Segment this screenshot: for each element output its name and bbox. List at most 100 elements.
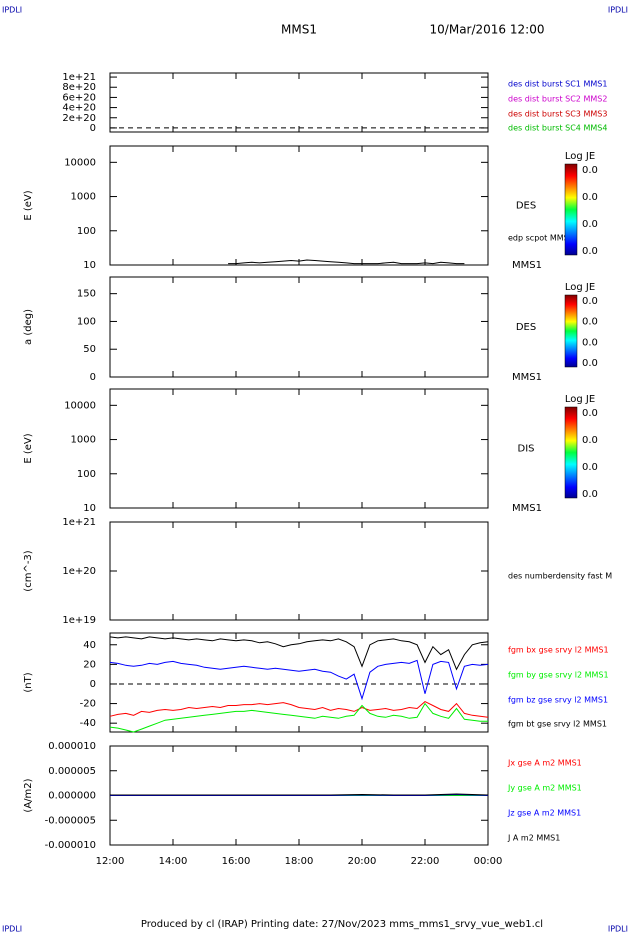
corner-label: IPDLI: [2, 6, 22, 15]
data-line: [110, 793, 489, 796]
data-line: [109, 701, 489, 718]
colorbar-tick-label: 0.0: [582, 358, 598, 369]
legend-entry: J A m2 MMS1: [507, 834, 560, 843]
colorbar-tick-label: 0.0: [582, 337, 598, 348]
x-tick-label: 18:00: [285, 856, 314, 867]
x-tick-label: 14:00: [159, 856, 188, 867]
colorbar: [564, 406, 578, 499]
y-tick-label: 10: [83, 503, 96, 514]
legend-entry: des dist burst SC1 MMS1: [508, 80, 607, 89]
y-tick-label: 100: [77, 469, 96, 480]
colorbar-tick-label: 0.0: [582, 489, 598, 500]
instrument-label: DIS: [518, 444, 535, 455]
footer: Produced by cl (IRAP) Printing date: 27/…: [141, 919, 543, 930]
date: 10/Mar/2016 12:00: [430, 23, 545, 37]
y-tick-label: 1e+19: [62, 615, 96, 626]
colorbar-tick-label: 0.0: [582, 317, 598, 328]
y-tick-label: 1000: [71, 435, 96, 446]
probe-label: MMS1: [512, 260, 542, 271]
colorbar-tick-label: 0.0: [582, 165, 598, 176]
y-tick-label: 0.000000: [48, 791, 96, 802]
y-axis-label: (cm^-3): [23, 550, 34, 591]
y-tick-label: 1e+21: [62, 517, 96, 528]
y-tick-label: 50: [83, 344, 96, 355]
legend-entry: Jy gse A m2 MMS1: [507, 784, 582, 793]
y-tick-label: 0.000010: [48, 741, 96, 752]
y-tick-label: 4e+20: [62, 103, 96, 114]
colorbar-tick-label: 0.0: [582, 219, 598, 230]
legend-entry: fgm bz gse srvy l2 MMS1: [508, 696, 608, 705]
y-tick-label: 1e+20: [62, 566, 96, 577]
colorbar-tick-label: 0.0: [582, 246, 598, 257]
y-tick-label: 40: [83, 640, 96, 651]
legend-entry: edp scpot MMS1: [508, 234, 574, 243]
y-tick-label: 1e+21: [62, 72, 96, 83]
probe-label: MMS1: [512, 503, 542, 514]
y-tick-label: 100: [77, 316, 96, 327]
y-tick-label: 0: [90, 679, 96, 690]
y-tick-label: 100: [77, 226, 96, 237]
y-tick-label: 20: [83, 659, 96, 670]
legend-entry: Jx gse A m2 MMS1: [507, 759, 582, 768]
colorbar-title: Log JE: [565, 394, 595, 405]
colorbar-tick-label: 0.0: [582, 192, 598, 203]
data-line: [228, 259, 465, 265]
y-tick-label: 6e+20: [62, 92, 96, 103]
y-tick-label: 10000: [64, 157, 96, 168]
corner-label: IPDLI: [608, 6, 628, 15]
instrument-label: DES: [516, 201, 536, 212]
colorbar: [564, 163, 578, 256]
panel-frame: [109, 521, 489, 621]
x-tick-label: 12:00: [96, 856, 125, 867]
y-tick-label: 10000: [64, 400, 96, 411]
instrument-label: DES: [516, 322, 536, 333]
data-line: [109, 702, 488, 733]
colorbar-title: Log JE: [565, 282, 595, 293]
y-tick-label: 0: [90, 372, 96, 383]
x-tick-label: 20:00: [348, 856, 377, 867]
y-tick-label: -0.000005: [45, 815, 96, 826]
legend-entry: des dist burst SC3 MMS3: [508, 110, 607, 119]
legend-entry: fgm bx gse srvy l2 MMS1: [508, 646, 609, 655]
y-tick-label: -0.000010: [45, 840, 96, 851]
y-axis-label: (A/m2): [23, 778, 34, 812]
y-tick-label: -20: [80, 699, 96, 710]
y-axis-label: a (deg): [23, 309, 34, 345]
panel-frame: [109, 72, 489, 133]
corner-label: IPDLI: [2, 925, 22, 934]
colorbar-tick-label: 0.0: [582, 435, 598, 446]
y-tick-label: 8e+20: [62, 82, 96, 93]
colorbar-tick-label: 0.0: [582, 462, 598, 473]
x-tick-label: 22:00: [411, 856, 440, 867]
y-tick-label: 1000: [71, 192, 96, 203]
y-tick-label: 0: [90, 123, 96, 134]
legend-entry: des dist burst SC4 MMS4: [508, 124, 607, 133]
y-tick-label: -40: [80, 718, 96, 729]
title: MMS1: [281, 23, 317, 37]
y-axis-label: (nT): [23, 672, 34, 692]
colorbar: [564, 294, 578, 368]
probe-label: MMS1: [512, 372, 542, 383]
y-axis-label: E (eV): [23, 433, 34, 463]
panel-frame: [109, 145, 489, 266]
y-tick-label: 2e+20: [62, 113, 96, 124]
legend-entry: des dist burst SC2 MMS2: [508, 95, 607, 104]
legend-entry: fgm by gse srvy l2 MMS1: [508, 671, 609, 680]
legend-entry: Jz gse A m2 MMS1: [507, 809, 581, 818]
y-tick-label: 10: [83, 260, 96, 271]
panel-frame: [109, 388, 489, 509]
legend-entry: fgm bt gse srvy l2 MMS1: [508, 720, 607, 729]
panel-frame: [109, 632, 489, 733]
x-tick-label: 16:00: [222, 856, 251, 867]
data-line: [109, 659, 489, 701]
panel-frame: [109, 276, 489, 378]
colorbar-tick-label: 0.0: [582, 296, 598, 307]
legend-entry: des numberdensity fast M: [508, 572, 612, 581]
x-tick-label: 00:00: [474, 856, 503, 867]
colorbar-tick-label: 0.0: [582, 408, 598, 419]
corner-label: IPDLI: [608, 925, 628, 934]
colorbar-title: Log JE: [565, 151, 595, 162]
data-line: [109, 636, 489, 671]
y-tick-label: 150: [77, 289, 96, 300]
